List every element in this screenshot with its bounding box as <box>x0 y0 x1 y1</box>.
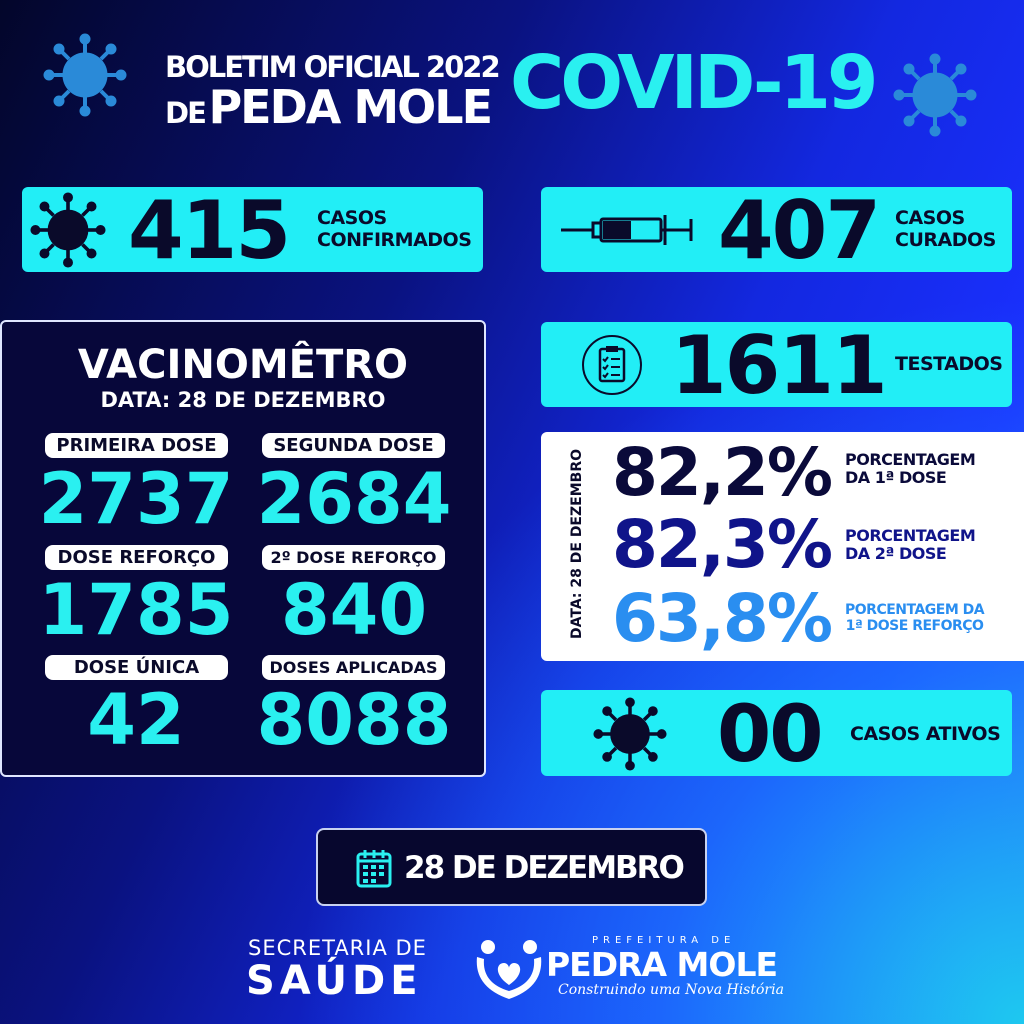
label-line: DA 1ª DOSE <box>845 468 947 487</box>
logo-prefeitura-text: PREFEITURA DE <box>592 935 736 946</box>
dose-value: 2684 <box>256 458 452 540</box>
vaccination-percentages-panel: DATA: 28 DE DEZEMBRO <box>541 432 1024 661</box>
dose-label: PRIMEIRA DOSE <box>45 433 228 458</box>
tested-value: 1611 <box>671 319 888 412</box>
dose-label: DOSE ÚNICA <box>45 655 228 680</box>
calendar-icon <box>356 850 392 888</box>
second-dose-label: PORCENTAGEM DA 2ª DOSE <box>845 526 976 563</box>
label-line: CASOS <box>317 207 387 229</box>
bulletin-title-line2: DE PEDA MOLE <box>165 80 493 134</box>
tested-label: TESTADOS <box>895 353 1003 375</box>
confirmed-cases-card: 415 CASOS CONFIRMADOS <box>22 187 483 272</box>
logo-city-name: PEDRA MOLE <box>546 945 778 984</box>
dose-value: 840 <box>280 569 428 651</box>
dose-label: 2º DOSE REFORÇO <box>262 545 445 570</box>
virus-icon <box>30 192 106 268</box>
virus-icon <box>593 697 667 771</box>
second-dose-percent: 82,3% <box>612 506 833 583</box>
label-line: CONFIRMADOS <box>317 229 472 251</box>
cured-label: CASOS CURADOS <box>895 207 996 251</box>
cured-value: 407 <box>718 184 881 277</box>
dose-value: 8088 <box>256 679 452 761</box>
label-line: CURADOS <box>895 229 996 251</box>
syringe-icon <box>561 215 693 245</box>
secretaria-label: SECRETARIA DE <box>248 936 427 960</box>
active-cases-card: 00 CASOS ATIVOS <box>541 690 1012 776</box>
confirmed-value: 415 <box>128 184 291 277</box>
active-label: CASOS ATIVOS <box>850 723 1001 745</box>
city-name: PEDA MOLE <box>208 80 493 134</box>
booster-percent: 63,8% <box>612 580 833 657</box>
label-line: PORCENTAGEM DA <box>845 602 985 618</box>
confirmed-label: CASOS CONFIRMADOS <box>317 207 472 251</box>
label-line: DA 2ª DOSE <box>845 544 947 563</box>
dose-label: DOSE REFORÇO <box>45 545 228 570</box>
bulletin-title-line1: BOLETIM OFICIAL 2022 <box>165 50 501 84</box>
covid-title: COVID-19 <box>510 40 879 126</box>
label-line: PORCENTAGEM <box>845 450 976 469</box>
date-banner-text: 28 DE DEZEMBRO <box>404 850 685 886</box>
logo-slogan: Construindo uma Nova História <box>558 982 784 998</box>
saude-label: SAÚDE <box>246 958 423 1004</box>
label-line: PORCENTAGEM <box>845 526 976 545</box>
tested-card: 1611 TESTADOS <box>541 322 1012 407</box>
clipboard-icon <box>582 335 642 395</box>
label-line: CASOS <box>895 207 965 229</box>
percentages-date: DATA: 28 DE DEZEMBRO <box>569 449 585 639</box>
vaccine-meter-title: VACINOMÊTRO <box>77 342 409 388</box>
cured-cases-card: 407 CASOS CURADOS <box>541 187 1012 272</box>
first-dose-percent: 82,2% <box>612 434 833 511</box>
dose-value: 42 <box>87 679 185 761</box>
active-value: 00 <box>717 690 824 780</box>
vaccine-meter-panel: VACINOMÊTRO DATA: 28 DE DEZEMBRO PRIMEIR… <box>0 320 486 777</box>
date-banner: 28 DE DEZEMBRO <box>316 828 707 906</box>
title-prefix: DE <box>165 96 207 130</box>
first-dose-label: PORCENTAGEM DA 1ª DOSE <box>845 450 976 487</box>
dose-value: 1785 <box>38 569 234 651</box>
dose-label: DOSES APLICADAS <box>262 655 445 680</box>
booster-label: PORCENTAGEM DA 1ª DOSE REFORÇO <box>845 602 985 634</box>
heart-people-icon <box>476 940 542 999</box>
dose-value: 2737 <box>38 458 234 540</box>
virus-icon <box>892 52 978 138</box>
label-line: 1ª DOSE REFORÇO <box>845 618 984 634</box>
dose-label: SEGUNDA DOSE <box>262 433 445 458</box>
prefeitura-logo: PREFEITURA DE PEDRA MOLE Construindo uma… <box>474 935 784 1005</box>
vaccine-meter-date: DATA: 28 DE DEZEMBRO <box>100 388 386 412</box>
virus-icon <box>42 32 128 118</box>
